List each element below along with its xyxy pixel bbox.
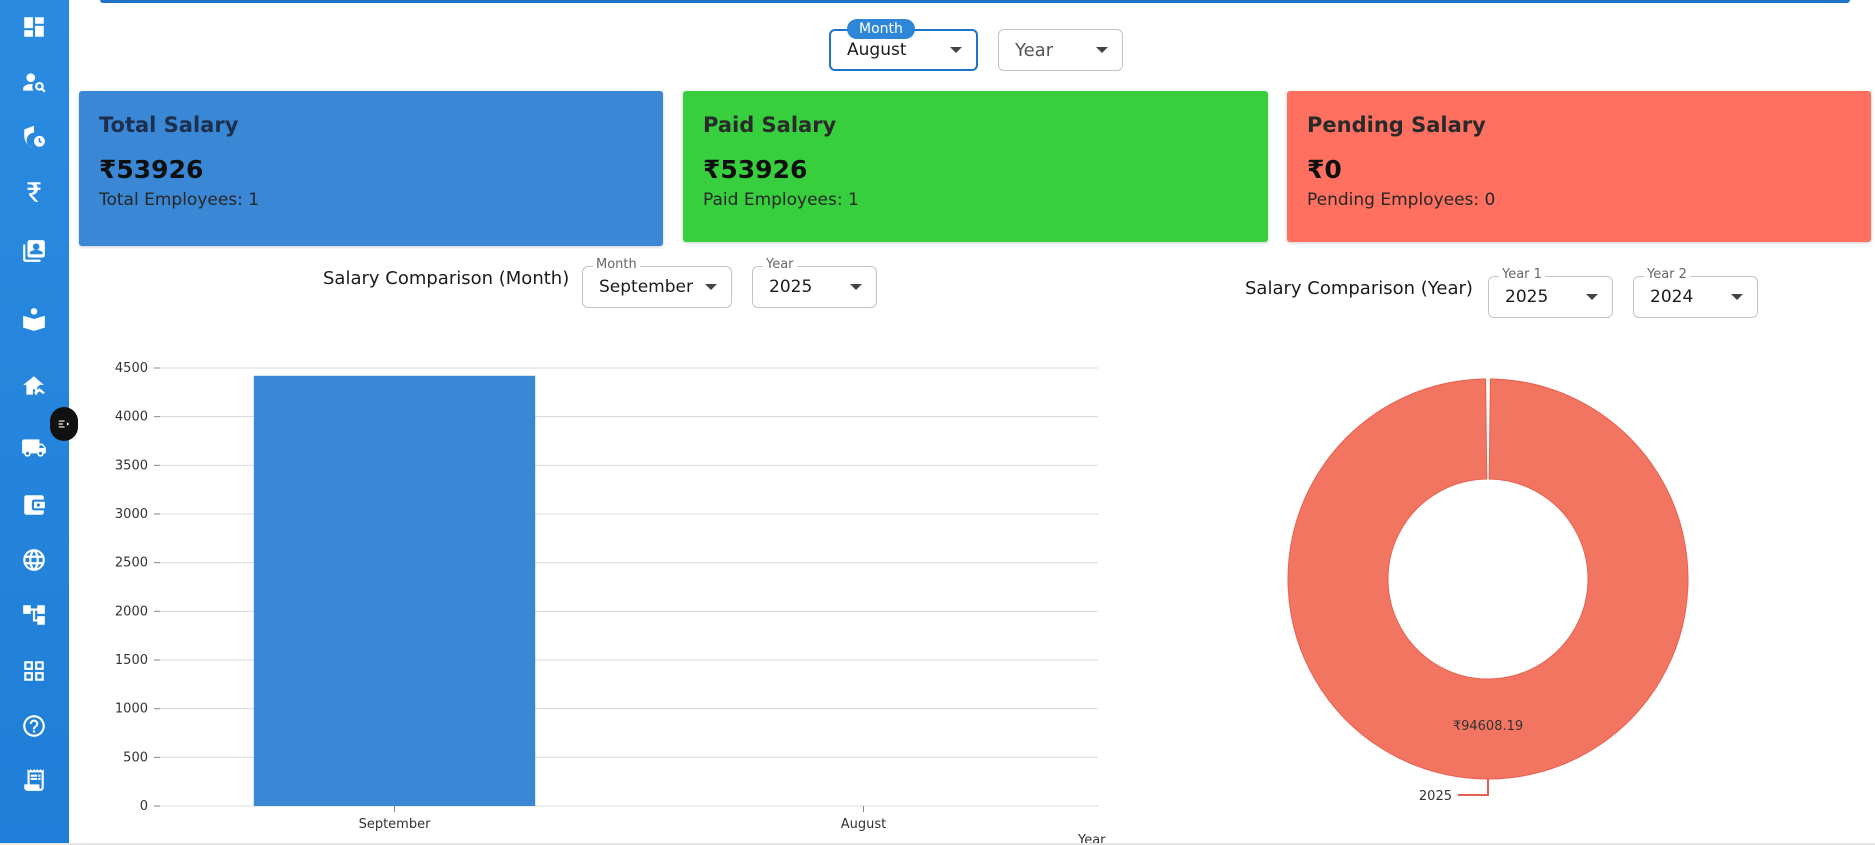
- donut-slice-2025[interactable]: [1287, 378, 1689, 780]
- slice-value-label: ₹94608.19: [1453, 719, 1523, 734]
- month-filter-value: August: [847, 40, 907, 60]
- year-comparison-title: Salary Comparison (Year): [1245, 278, 1473, 299]
- year2-select[interactable]: Year 2 2024: [1633, 268, 1758, 318]
- card-amount: ₹0: [1307, 155, 1342, 184]
- comparison-year-label: Year: [763, 258, 797, 272]
- bar-september[interactable]: [253, 375, 536, 806]
- sidebar-toggle-button[interactable]: [50, 407, 78, 441]
- card-subtext: Paid Employees: 1: [703, 190, 859, 210]
- total-salary-card: Total Salary ₹53926 Total Employees: 1: [79, 91, 663, 246]
- leader-line: [1458, 779, 1489, 796]
- month-filter-label: Month: [847, 19, 915, 39]
- collapse-icon: [58, 420, 70, 428]
- y-tick-label: 2000: [115, 604, 148, 619]
- year-filter-select[interactable]: Year: [998, 29, 1123, 71]
- card-subtext: Total Employees: 1: [99, 190, 260, 210]
- x-axis-label: Year: [1077, 833, 1106, 845]
- y-tick-label: 500: [123, 750, 148, 765]
- card-title: Total Salary: [99, 113, 239, 137]
- truck-icon[interactable]: [19, 433, 49, 463]
- comparison-year-select[interactable]: Year 2025: [752, 258, 877, 308]
- year2-label: Year 2: [1644, 268, 1690, 282]
- year1-select[interactable]: Year 1 2025: [1488, 268, 1613, 318]
- card-subtext: Pending Employees: 0: [1307, 190, 1496, 210]
- chevron-down-icon: [1731, 294, 1743, 300]
- bottom-divider: [0, 843, 1875, 845]
- salary-year-donut-chart: ₹94608.19 2025: [1287, 378, 1689, 804]
- month-comparison-title: Salary Comparison (Month): [323, 268, 570, 289]
- globe-icon[interactable]: [19, 545, 49, 575]
- apps-grid-icon[interactable]: [19, 656, 49, 686]
- chevron-down-icon: [705, 284, 717, 290]
- year1-label: Year 1: [1499, 268, 1545, 282]
- rupee-icon[interactable]: [19, 177, 49, 207]
- y-tick-label: 2500: [115, 556, 148, 571]
- chevron-down-icon: [850, 284, 862, 290]
- comparison-month-label: Month: [593, 258, 640, 272]
- comparison-year-value: 2025: [769, 277, 813, 297]
- year1-value: 2025: [1505, 287, 1549, 307]
- x-tick-label: August: [841, 817, 887, 832]
- shield-clock-icon[interactable]: [19, 122, 49, 152]
- chevron-down-icon: [1096, 47, 1108, 53]
- dashboard-icon[interactable]: [19, 12, 49, 42]
- card-title: Paid Salary: [703, 113, 837, 137]
- year-filter-placeholder: Year: [1015, 39, 1054, 61]
- help-icon[interactable]: [19, 711, 49, 741]
- y-tick-label: 1500: [115, 653, 148, 668]
- chevron-down-icon: [1586, 294, 1598, 300]
- user-search-icon[interactable]: [19, 67, 49, 97]
- y-tick-label: 0: [140, 799, 148, 814]
- card-amount: ₹53926: [99, 155, 204, 184]
- year2-value: 2024: [1650, 287, 1694, 307]
- x-tick-label: September: [359, 817, 432, 832]
- chevron-down-icon: [950, 47, 962, 53]
- pending-salary-card: Pending Salary ₹0 Pending Employees: 0: [1287, 91, 1871, 242]
- home-work-icon[interactable]: [19, 371, 49, 401]
- paid-salary-card: Paid Salary ₹53926 Paid Employees: 1: [683, 91, 1268, 242]
- card-amount: ₹53926: [703, 155, 808, 184]
- comparison-month-value: September: [599, 277, 693, 297]
- contact-card-icon[interactable]: [19, 236, 49, 266]
- legend-label: 2025: [1419, 789, 1452, 804]
- hierarchy-icon[interactable]: [19, 600, 49, 630]
- top-accent-bar: [100, 0, 1850, 3]
- y-tick-label: 4500: [115, 361, 148, 376]
- month-filter-select[interactable]: Month August: [829, 19, 978, 71]
- receipt-icon[interactable]: [19, 765, 49, 795]
- wallet-icon[interactable]: [19, 490, 49, 520]
- y-tick-label: 1000: [115, 702, 148, 717]
- y-tick-label: 3500: [115, 458, 148, 473]
- y-tick-label: 4000: [115, 410, 148, 425]
- salary-month-bar-chart: 0 500 1000 1500 2000 2500 3000 3500 4000 4500 Sept…: [115, 361, 1106, 845]
- comparison-month-select[interactable]: Month September: [582, 258, 732, 308]
- reading-icon[interactable]: [19, 304, 49, 334]
- y-tick-label: 3000: [115, 507, 148, 522]
- card-title: Pending Salary: [1307, 113, 1486, 137]
